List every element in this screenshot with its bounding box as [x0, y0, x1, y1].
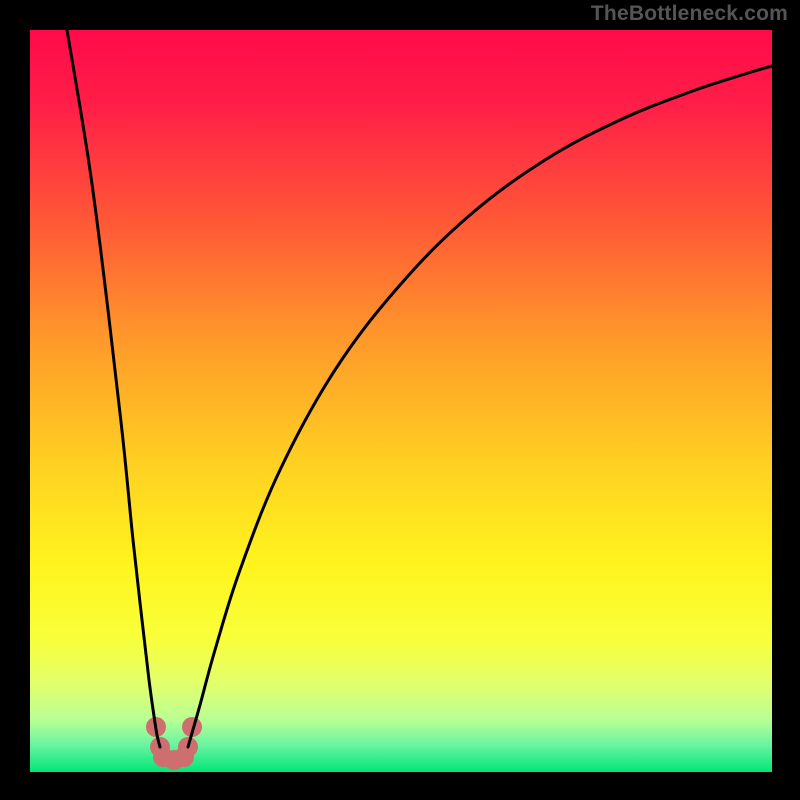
chart-container: TheBottleneck.com: [0, 0, 800, 800]
left-curve: [67, 30, 160, 747]
curve-layer: [30, 30, 772, 772]
watermark-text: TheBottleneck.com: [591, 2, 788, 26]
right-curve: [188, 66, 772, 747]
plot-area: [30, 30, 772, 772]
